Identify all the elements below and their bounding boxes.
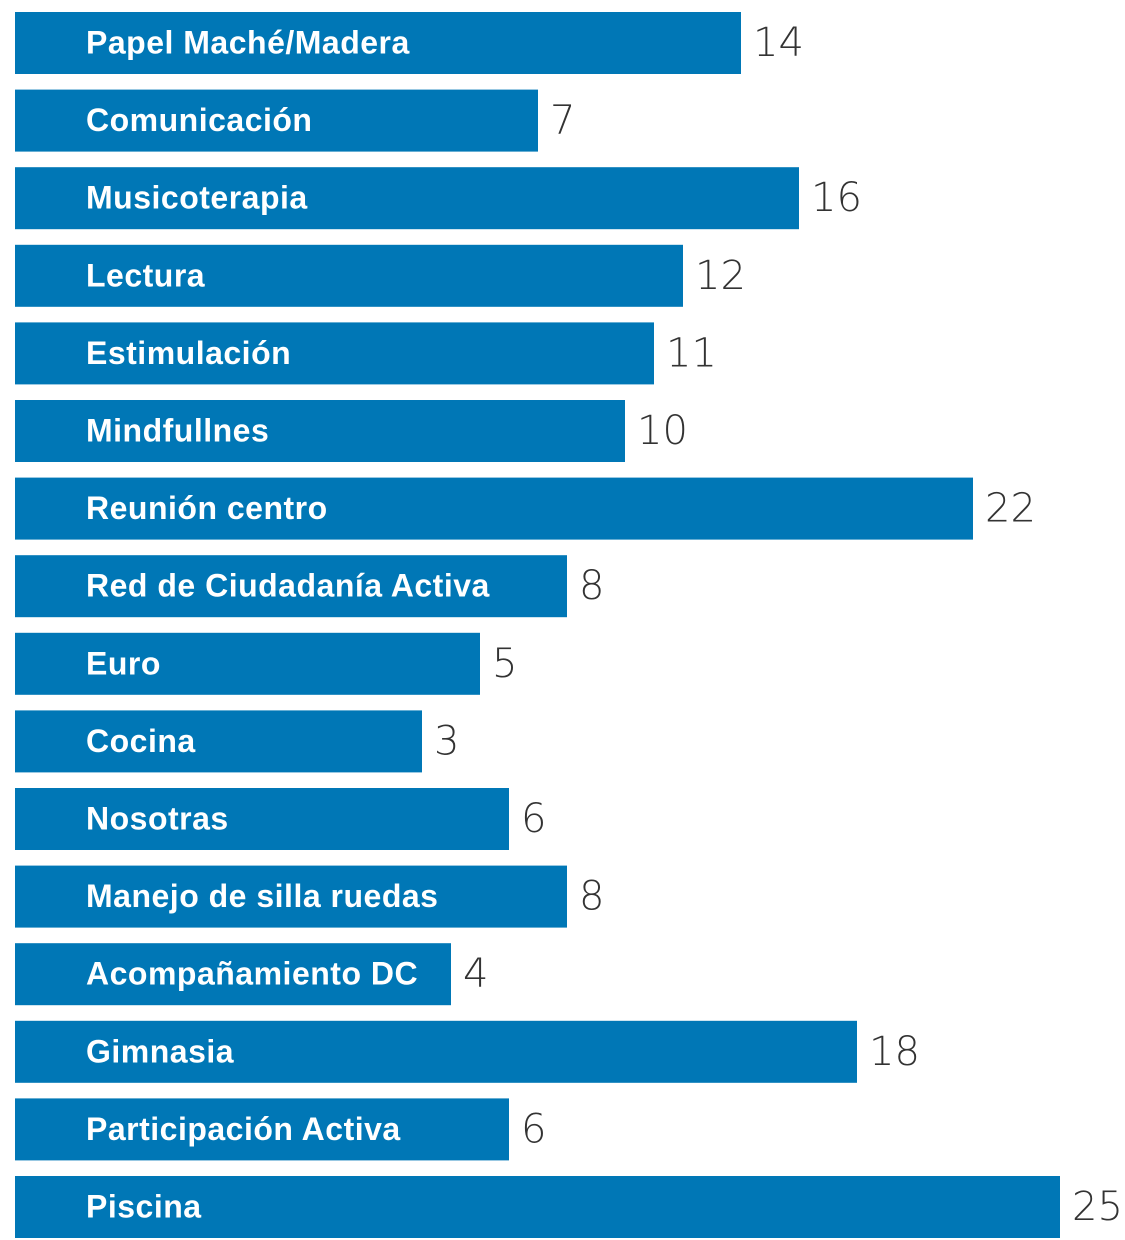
category-label: Acompañamiento DC (86, 956, 418, 992)
value-label: 16 (811, 175, 862, 221)
bar (15, 555, 567, 618)
value-label: 12 (695, 253, 746, 299)
category-label: Gimnasia (86, 1033, 234, 1069)
bar (15, 244, 683, 307)
value-label: 6 (521, 1106, 546, 1152)
bar (15, 1176, 1060, 1238)
bar (15, 167, 799, 230)
bar (15, 1020, 857, 1083)
category-label: Nosotras (86, 800, 229, 836)
value-label: 25 (1072, 1184, 1123, 1230)
value-label: 5 (492, 641, 517, 687)
bar (15, 943, 451, 1006)
category-label: Red de Ciudadanía Activa (86, 568, 490, 604)
value-label: 3 (434, 718, 459, 764)
value-label: 8 (579, 874, 604, 920)
bar (15, 89, 538, 152)
bar (15, 710, 422, 773)
category-label: Cocina (86, 723, 196, 759)
category-label: Estimulación (86, 335, 291, 371)
bar (15, 632, 480, 695)
value-label: 18 (869, 1029, 920, 1075)
category-label: Participación Activa (86, 1111, 401, 1147)
bar (15, 322, 654, 385)
category-label: Mindfullnes (86, 412, 269, 448)
category-label: Euro (86, 645, 161, 681)
category-label: Comunicación (86, 102, 312, 138)
bar (15, 400, 625, 462)
bar (15, 477, 973, 540)
category-label: Papel Maché/Madera (86, 24, 410, 60)
value-label: 6 (521, 796, 546, 842)
value-label: 22 (985, 486, 1036, 532)
category-label: Musicoterapia (86, 180, 308, 216)
bar (15, 865, 567, 928)
value-label: 10 (637, 408, 688, 454)
value-label: 11 (666, 330, 717, 376)
bar (15, 788, 509, 850)
bar (15, 12, 741, 74)
value-label: 8 (579, 563, 604, 609)
category-label: Reunión centro (86, 490, 328, 526)
category-label: Manejo de silla ruedas (86, 878, 438, 914)
bar (15, 1098, 509, 1161)
category-label: Piscina (86, 1188, 202, 1224)
value-label: 4 (463, 951, 488, 997)
value-label: 14 (753, 20, 804, 66)
value-label: 7 (550, 98, 575, 144)
category-label: Lectura (86, 257, 205, 293)
